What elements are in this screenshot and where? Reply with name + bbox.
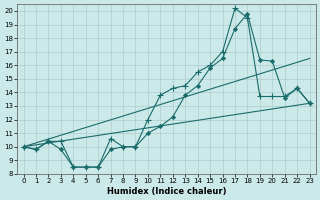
X-axis label: Humidex (Indice chaleur): Humidex (Indice chaleur)	[107, 187, 226, 196]
